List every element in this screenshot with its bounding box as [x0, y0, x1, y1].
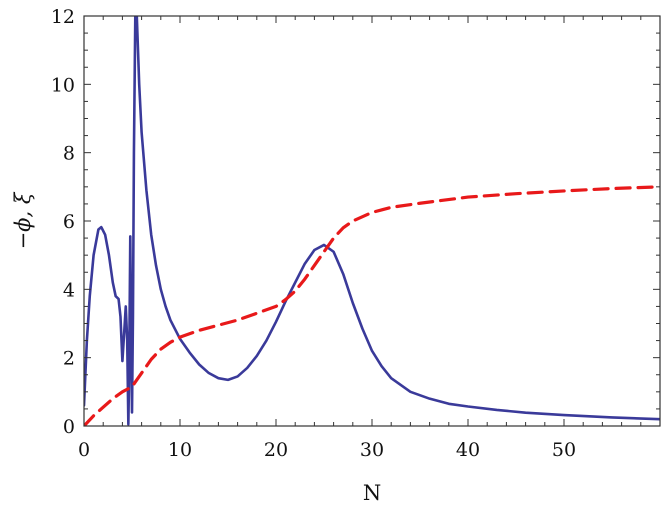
y-tick-label: 0 — [63, 416, 75, 438]
y-tick-label: 2 — [63, 348, 75, 370]
x-tick-label: 30 — [360, 439, 384, 461]
x-tick-label: 10 — [168, 439, 192, 461]
axes: 0 10 20 30 40 50 0 2 4 6 8 10 12 — [51, 6, 661, 461]
x-tick-label: 20 — [264, 439, 288, 461]
x-tick-label: 50 — [552, 439, 576, 461]
y-tick-label: 10 — [51, 74, 75, 96]
x-tick-label: 40 — [456, 439, 480, 461]
plot-area — [84, 16, 660, 426]
x-tick-label: 0 — [78, 439, 90, 461]
x-axis-label: N — [363, 481, 381, 505]
y-tick-label: 8 — [63, 143, 75, 165]
series-line-dashed — [84, 185, 660, 426]
y-tick-label: 12 — [51, 6, 75, 28]
series-line-solid — [84, 16, 660, 426]
plot-frame — [83, 15, 661, 427]
y-tick-label: 4 — [63, 279, 75, 301]
y-tick-label: 6 — [63, 211, 75, 233]
y-axis-label: −ϕ, ξ — [11, 191, 35, 249]
